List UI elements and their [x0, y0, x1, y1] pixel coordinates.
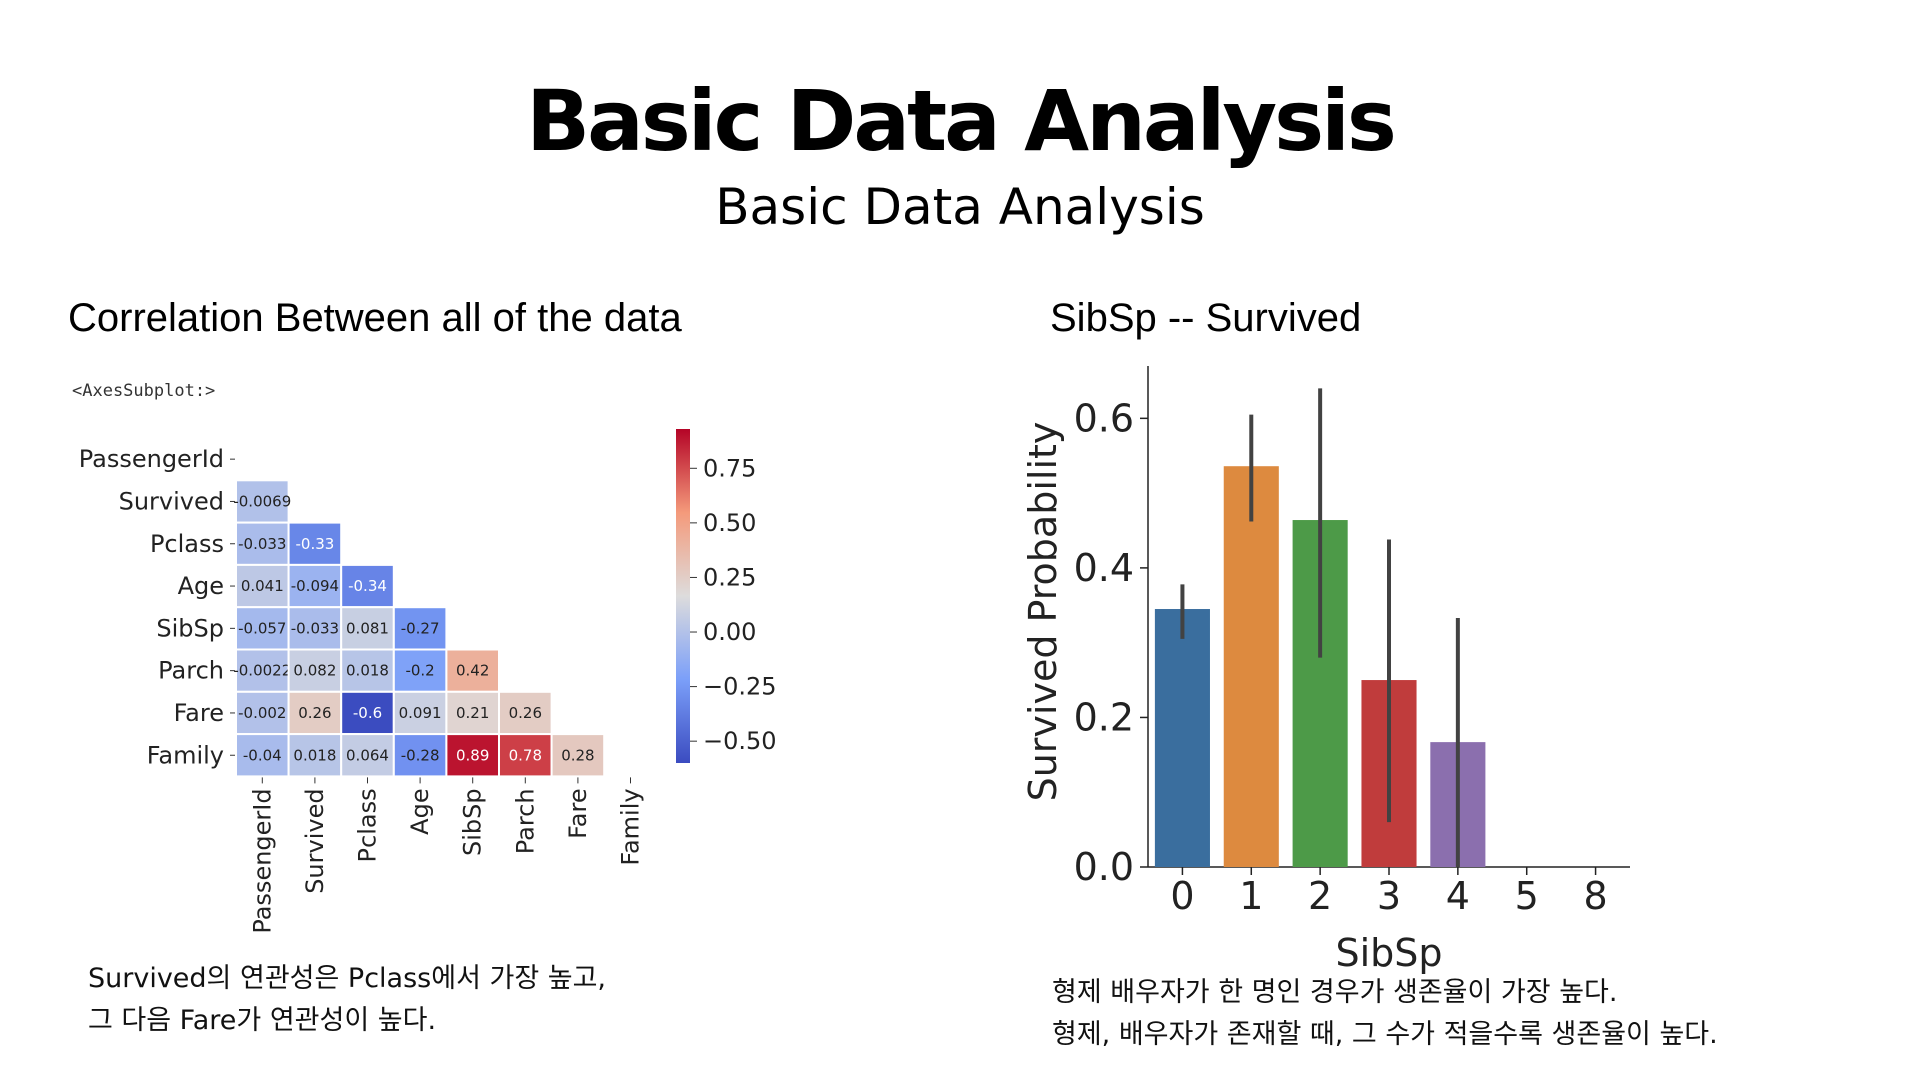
x-tick-label: 0	[1170, 874, 1194, 918]
heatmap-cell-value: 0.28	[561, 746, 594, 764]
heatmap-caption-line-1: Survived의 연관성은 Pclass에서 가장 높고,	[88, 963, 607, 994]
heatmap-cell	[445, 733, 500, 778]
heatmap-cell-value: 0.018	[293, 746, 336, 764]
heatmap-cell	[392, 606, 448, 651]
heatmap-cell-value: 0.26	[509, 704, 542, 722]
heatmap-row-label: Age	[178, 572, 224, 600]
heatmap-cell-value: -0.2	[405, 662, 434, 680]
heatmap-cell-value: -0.33	[295, 535, 334, 553]
barchart-caption-line-1: 형제 배우자가 한 명인 경우가 생존율이 가장 높다.	[1052, 977, 1618, 1008]
heatmap-cell	[287, 521, 343, 566]
bar	[1223, 466, 1279, 867]
heatmap-cell	[235, 733, 290, 778]
x-tick-label: 4	[1446, 874, 1470, 918]
heatmap-cell-value: 0.26	[298, 704, 331, 722]
heatmap-row-label: PassengerId	[79, 445, 224, 473]
heatmap-cell	[550, 733, 606, 778]
barchart-caption: 형제 배우자가 한 명인 경우가 생존율이 가장 높다. 형제, 배우자가 존재…	[1052, 972, 1718, 1056]
x-tick-label: 3	[1377, 874, 1401, 918]
heatmap-cell	[498, 733, 553, 778]
heatmap-cell	[235, 563, 290, 609]
heatmap-row-label: SibSp	[156, 614, 224, 642]
heatmap-cell-value: -0.033	[291, 619, 339, 637]
y-tick-label: 0.6	[1074, 396, 1134, 440]
axes-subplot-label: <AxesSubplot:>	[72, 381, 216, 401]
colorbar-tick-label: 0.00	[703, 618, 756, 646]
heatmap-cell-value: -0.002	[238, 704, 286, 722]
colorbar-tick-label: 0.50	[703, 509, 756, 537]
heatmap-cell	[235, 648, 290, 693]
heatmap-row-label: Fare	[174, 699, 224, 727]
heatmap-row-label: Family	[147, 741, 224, 769]
heatmap-cell	[340, 690, 395, 736]
heatmap-cell-value: -0.0069	[233, 492, 291, 510]
page-title: Basic Data Analysis	[526, 72, 1397, 170]
heatmap-cell-value: -0.6	[353, 704, 382, 722]
heatmap-col-label: Survived	[301, 788, 329, 893]
heatmap-col-label: Pclass	[354, 788, 382, 862]
heatmap-caption-line-2: 그 다음 Fare가 연관성이 높다.	[88, 1005, 437, 1036]
heatmap-col-label: Family	[617, 788, 645, 865]
heatmap-caption: Survived의 연관성은 Pclass에서 가장 높고, 그 다음 Fare…	[88, 958, 606, 1042]
y-tick-label: 0.0	[1074, 845, 1134, 889]
heatmap-col-label: SibSp	[459, 788, 487, 856]
heatmap-row-label: Pclass	[150, 530, 224, 558]
heatmap-cell	[235, 479, 290, 524]
x-tick-label: 5	[1515, 874, 1539, 918]
heatmap-cell	[445, 648, 500, 693]
heatmap-col-label: Parch	[511, 788, 539, 854]
heatmap-cell-value: 0.89	[456, 746, 489, 764]
colorbar-tick-label: −0.50	[703, 727, 777, 755]
heatmap-col-label: PassengerId	[248, 788, 276, 933]
heatmap-cell-value: 0.064	[346, 746, 389, 764]
heatmap-cell-value: -0.057	[238, 619, 286, 637]
y-tick-label: 0.4	[1074, 546, 1134, 590]
bar	[1154, 609, 1210, 867]
heatmap-cell-value: -0.094	[291, 577, 339, 595]
barchart-caption-line-2: 형제, 배우자가 존재할 때, 그 수가 적을수록 생존율이 높다.	[1052, 1019, 1718, 1050]
heatmap-cell-value: 0.082	[293, 662, 336, 680]
heatmap-cell-value: -0.27	[401, 619, 440, 637]
x-tick-label: 8	[1583, 874, 1607, 918]
colorbar-tick-label: −0.25	[703, 673, 777, 701]
heatmap-cell-value: -0.0022	[233, 662, 291, 680]
heatmap-cell	[287, 733, 343, 778]
x-tick-label: 1	[1239, 874, 1263, 918]
heatmap-cell-value: -0.28	[401, 746, 440, 764]
heatmap-col-label: Age	[406, 788, 434, 834]
page-subtitle: Basic Data Analysis	[715, 178, 1205, 236]
x-tick-label: 2	[1308, 874, 1332, 918]
heatmap-cell-value: 0.041	[241, 577, 284, 595]
colorbar-tick-label: 0.75	[703, 454, 756, 482]
heatmap-cell	[392, 733, 448, 778]
heatmap-cell	[287, 648, 343, 693]
heatmap-cell-value: 0.018	[346, 662, 389, 680]
heatmap-cell-value: -0.34	[348, 577, 387, 595]
heatmap-cell-value: 0.78	[509, 746, 542, 764]
heatmap-cell	[498, 690, 553, 736]
heatmap-section-title: Correlation Between all of the data	[68, 296, 682, 340]
heatmap-cell-value: 0.21	[456, 704, 489, 722]
heatmap-cell-value: -0.033	[238, 535, 286, 553]
heatmap-row-label: Survived	[119, 487, 224, 515]
y-tick-label: 0.2	[1074, 695, 1134, 739]
heatmap-cell-value: 0.081	[346, 619, 389, 637]
heatmap-cell	[445, 690, 500, 736]
heatmap-row-label: Parch	[158, 657, 224, 685]
barchart-section-title: SibSp -- Survived	[1050, 296, 1362, 340]
colorbar	[676, 429, 690, 763]
heatmap-cell-value: 0.091	[399, 704, 442, 722]
heatmap-cell-value: -0.04	[243, 746, 282, 764]
heatmap-cell	[287, 690, 343, 736]
x-axis-label: SibSp	[1335, 931, 1442, 975]
heatmap-cell	[340, 606, 395, 651]
heatmap-cell	[340, 733, 395, 778]
y-axis-label: Survived Probability	[1021, 422, 1065, 802]
colorbar-tick-label: 0.25	[703, 563, 756, 591]
heatmap-cell-value: 0.42	[456, 662, 489, 680]
heatmap-cell	[287, 606, 343, 651]
heatmap-col-label: Fare	[564, 788, 592, 838]
